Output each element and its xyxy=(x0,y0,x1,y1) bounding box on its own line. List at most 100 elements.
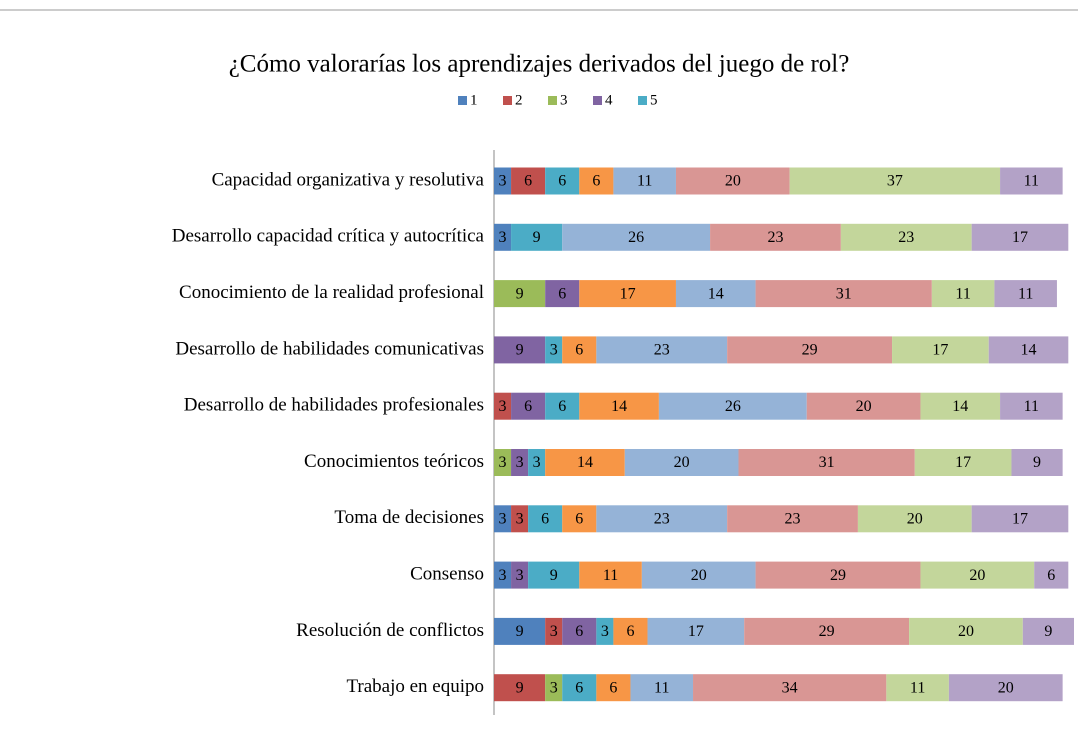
data-label: 9 xyxy=(516,623,524,640)
data-label: 20 xyxy=(691,567,707,584)
data-label: 20 xyxy=(998,679,1014,696)
data-label: 17 xyxy=(1012,229,1028,246)
bar-segment xyxy=(914,449,1012,476)
legend-swatch xyxy=(638,96,647,105)
data-label: 6 xyxy=(575,510,583,527)
data-label: 3 xyxy=(533,454,541,471)
bar-segment xyxy=(562,223,711,251)
bar-segment xyxy=(579,561,642,589)
bar-segment xyxy=(1000,167,1063,195)
data-label: 3 xyxy=(499,173,507,190)
bar-segment xyxy=(789,167,1001,195)
bar-segment xyxy=(596,617,614,645)
data-label: 17 xyxy=(620,285,636,302)
bar-segment xyxy=(613,617,648,645)
data-label: 23 xyxy=(898,229,914,246)
bar-segment xyxy=(647,617,745,645)
bar-segment xyxy=(840,223,972,251)
data-label: 9 xyxy=(516,679,524,696)
legend-swatch xyxy=(458,96,467,105)
bar-segment xyxy=(1011,449,1063,476)
bar-segment xyxy=(545,336,563,364)
chart-title: ¿Cómo valorarías los aprendizajes deriva… xyxy=(229,51,850,78)
data-label: 11 xyxy=(1024,398,1039,415)
data-label: 9 xyxy=(1044,623,1052,640)
data-label: 9 xyxy=(1033,454,1041,471)
bar-segment xyxy=(562,674,597,702)
data-label: 20 xyxy=(958,623,974,640)
data-label: 14 xyxy=(577,454,593,471)
data-label: 29 xyxy=(819,623,835,640)
data-label: 23 xyxy=(654,510,670,527)
bar-segment xyxy=(528,561,580,589)
bar-segment xyxy=(971,223,1069,251)
bar-segment xyxy=(909,617,1023,645)
data-label: 20 xyxy=(969,567,985,584)
data-label: 31 xyxy=(836,285,852,302)
bar-segment xyxy=(971,505,1069,533)
legend-swatch xyxy=(593,96,602,105)
data-label: 20 xyxy=(907,510,923,527)
bar-segment xyxy=(545,392,580,420)
data-label: 3 xyxy=(550,623,558,640)
data-label: 6 xyxy=(575,679,583,696)
bar-segment xyxy=(511,505,529,533)
data-label: 11 xyxy=(1024,173,1039,190)
bar-segment xyxy=(545,617,563,645)
data-label: 11 xyxy=(910,679,925,696)
bar-segment xyxy=(744,617,910,645)
bar-segment xyxy=(511,561,529,589)
bar-segment xyxy=(579,392,659,420)
data-label: 23 xyxy=(654,342,670,359)
data-label: 29 xyxy=(830,567,846,584)
y-tick-label: Capacidad organizativa y resolutiva xyxy=(212,169,485,190)
legend-label: 1 xyxy=(470,92,478,108)
data-label: 3 xyxy=(499,454,507,471)
bar-segment xyxy=(511,167,546,195)
bar-segment xyxy=(596,336,728,364)
data-label: 11 xyxy=(637,173,652,190)
data-label: 6 xyxy=(524,398,532,415)
data-label: 6 xyxy=(609,679,617,696)
bar-segment xyxy=(528,449,546,476)
y-tick-label: Desarrollo capacidad crítica y autocríti… xyxy=(172,226,485,247)
bar-segment xyxy=(494,392,512,420)
y-tick-label: Desarrollo de habilidades profesionales xyxy=(184,395,484,416)
bar-segment xyxy=(562,617,597,645)
bar-segment xyxy=(579,167,614,195)
data-label: 14 xyxy=(611,398,627,415)
bar-segment xyxy=(494,167,512,195)
data-label: 11 xyxy=(1018,285,1033,302)
data-label: 6 xyxy=(575,623,583,640)
data-label: 26 xyxy=(725,398,741,415)
data-label: 20 xyxy=(725,173,741,190)
bar-segment xyxy=(545,674,563,702)
data-label: 3 xyxy=(516,567,524,584)
bar-segment xyxy=(494,505,512,533)
data-label: 14 xyxy=(1021,342,1037,359)
data-label: 14 xyxy=(952,398,968,415)
data-label: 37 xyxy=(887,173,903,190)
bar-segment xyxy=(545,449,625,476)
bar-segment xyxy=(1000,392,1063,420)
bar-segment xyxy=(857,505,972,533)
bar-segment xyxy=(948,674,1063,702)
bar-segment xyxy=(920,561,1035,589)
bar-segment xyxy=(641,561,756,589)
y-tick-label: Toma de decisiones xyxy=(334,507,484,528)
data-label: 6 xyxy=(524,173,532,190)
bar-segment xyxy=(494,223,512,251)
bar-segment xyxy=(545,167,580,195)
bar-segment xyxy=(931,280,995,308)
data-label: 6 xyxy=(558,398,566,415)
data-label: 11 xyxy=(603,567,618,584)
data-label: 6 xyxy=(1047,567,1055,584)
data-label: 17 xyxy=(955,454,971,471)
bar-segment xyxy=(886,674,949,702)
legend-label: 3 xyxy=(560,92,568,108)
bar-segment xyxy=(727,505,858,533)
data-label: 6 xyxy=(575,342,583,359)
bar-segment xyxy=(494,280,546,308)
data-label: 9 xyxy=(550,567,558,584)
